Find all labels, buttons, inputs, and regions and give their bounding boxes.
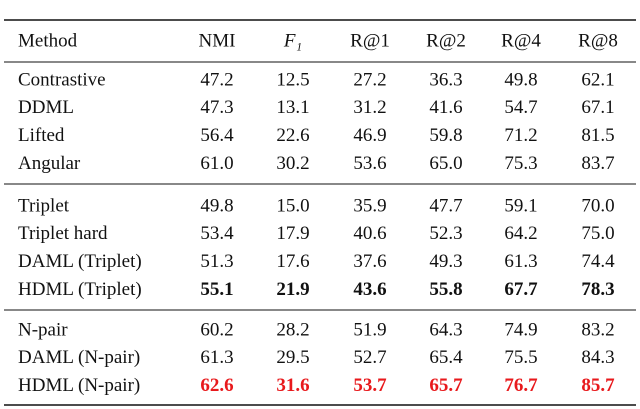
- value-cell: 43.6: [353, 279, 386, 300]
- value-cell: 21.9: [276, 279, 309, 300]
- value-cell: 15.0: [276, 195, 309, 216]
- value-cell: 74.4: [581, 251, 615, 272]
- method-cell: DAML (N-pair): [18, 347, 140, 368]
- header-cell: R@8: [578, 30, 618, 51]
- value-cell: 55.1: [200, 279, 233, 300]
- value-cell: 64.2: [504, 223, 537, 244]
- value-cell: 49.8: [504, 69, 537, 90]
- value-cell: 59.8: [429, 125, 462, 146]
- value-cell: 13.1: [276, 97, 309, 118]
- header-cell: NMI: [199, 30, 236, 51]
- value-cell: 27.2: [353, 69, 386, 90]
- value-cell: 76.7: [504, 375, 538, 396]
- value-cell: 65.4: [429, 347, 463, 368]
- value-cell: 65.0: [429, 153, 462, 174]
- value-cell: 29.5: [276, 347, 309, 368]
- value-cell: 28.2: [276, 319, 309, 340]
- value-cell: 75.5: [504, 347, 537, 368]
- value-cell: 40.6: [353, 223, 386, 244]
- header-cell: R@2: [426, 30, 466, 51]
- value-cell: 74.9: [504, 319, 537, 340]
- value-cell: 31.2: [353, 97, 386, 118]
- value-cell: 61.3: [504, 251, 537, 272]
- value-cell: 53.4: [200, 223, 234, 244]
- value-cell: 62.6: [200, 375, 233, 396]
- value-cell: 30.2: [276, 153, 309, 174]
- value-cell: 55.8: [429, 279, 462, 300]
- method-cell: N-pair: [18, 319, 68, 340]
- value-cell: 56.4: [200, 125, 234, 146]
- value-cell: 41.6: [429, 97, 462, 118]
- method-cell: HDML (N-pair): [18, 375, 140, 396]
- value-cell: 71.2: [504, 125, 537, 146]
- method-cell: Triplet hard: [18, 223, 108, 244]
- method-cell: DAML (Triplet): [18, 251, 142, 272]
- value-cell: 78.3: [581, 279, 614, 300]
- value-cell: 47.2: [200, 69, 233, 90]
- value-cell: 36.3: [429, 69, 462, 90]
- value-cell: 37.6: [353, 251, 386, 272]
- value-cell: 65.7: [429, 375, 463, 396]
- value-cell: 75.0: [581, 223, 614, 244]
- value-cell: 75.3: [504, 153, 537, 174]
- value-cell: 22.6: [276, 125, 309, 146]
- method-cell: Contrastive: [18, 69, 106, 90]
- value-cell: 67.7: [504, 279, 538, 300]
- header-cell: F₁: [283, 30, 302, 51]
- value-cell: 52.7: [353, 347, 386, 368]
- value-cell: 17.9: [276, 223, 309, 244]
- header-cell: R@4: [501, 30, 541, 51]
- value-cell: 81.5: [581, 125, 614, 146]
- value-cell: 53.6: [353, 153, 386, 174]
- value-cell: 31.6: [276, 375, 309, 396]
- value-cell: 70.0: [581, 195, 614, 216]
- value-cell: 83.2: [581, 319, 614, 340]
- value-cell: 46.9: [353, 125, 386, 146]
- value-cell: 83.7: [581, 153, 614, 174]
- method-cell: DDML: [18, 97, 74, 118]
- value-cell: 62.1: [581, 69, 614, 90]
- value-cell: 47.7: [429, 195, 462, 216]
- value-cell: 53.7: [353, 375, 387, 396]
- value-cell: 61.0: [200, 153, 233, 174]
- header-cell: R@1: [350, 30, 390, 51]
- value-cell: 61.3: [200, 347, 233, 368]
- value-cell: 17.6: [276, 251, 309, 272]
- method-cell: Lifted: [18, 125, 65, 146]
- value-cell: 84.3: [581, 347, 614, 368]
- value-cell: 47.3: [200, 97, 233, 118]
- method-cell: HDML (Triplet): [18, 279, 142, 300]
- value-cell: 52.3: [429, 223, 462, 244]
- value-cell: 59.1: [504, 195, 537, 216]
- value-cell: 64.3: [429, 319, 462, 340]
- header-cell: Method: [18, 30, 78, 51]
- value-cell: 12.5: [276, 69, 309, 90]
- value-cell: 54.7: [504, 97, 537, 118]
- method-cell: Angular: [18, 153, 81, 174]
- value-cell: 85.7: [581, 375, 615, 396]
- value-cell: 35.9: [353, 195, 386, 216]
- value-cell: 51.9: [353, 319, 386, 340]
- value-cell: 51.3: [200, 251, 233, 272]
- method-cell: Triplet: [18, 195, 70, 216]
- value-cell: 67.1: [581, 97, 614, 118]
- value-cell: 49.3: [429, 251, 462, 272]
- value-cell: 49.8: [200, 195, 233, 216]
- value-cell: 60.2: [200, 319, 233, 340]
